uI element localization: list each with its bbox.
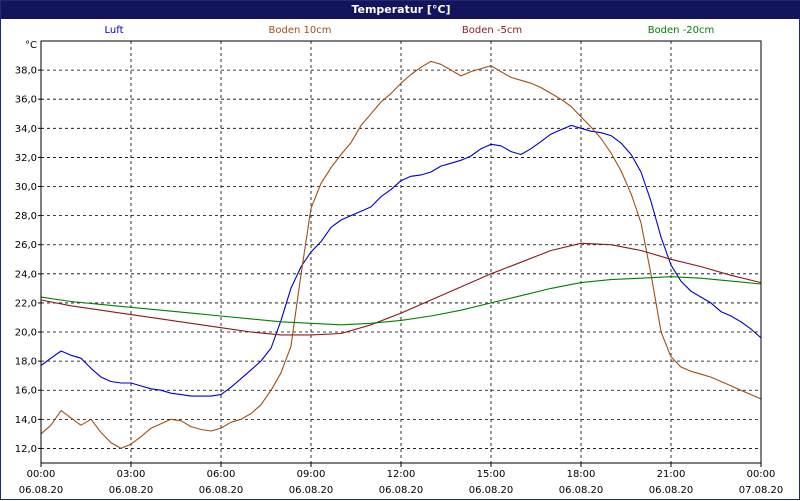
- legend-label: Boden -5cm: [462, 25, 522, 36]
- x-tick-time-label: 00:00: [747, 469, 776, 480]
- y-tick-label: 18,0: [15, 357, 37, 368]
- y-tick-label: 32,0: [15, 153, 37, 164]
- x-tick-date-label: 06.08.20: [289, 485, 334, 496]
- x-tick-time-label: 18:00: [567, 469, 596, 480]
- x-tick-date-label: 06.08.20: [199, 485, 244, 496]
- x-tick-time-label: 06:00: [207, 469, 236, 480]
- x-tick-time-label: 09:00: [297, 469, 326, 480]
- x-tick-time-label: 00:00: [27, 469, 56, 480]
- series-line: [40, 60, 762, 449]
- legend-label: Boden -20cm: [648, 25, 715, 36]
- series-line: [40, 124, 762, 397]
- y-tick-label: 22,0: [15, 298, 37, 309]
- y-tick-label: 38,0: [15, 66, 37, 77]
- y-tick-label: 12,0: [15, 444, 37, 455]
- series-line: [40, 276, 762, 326]
- x-tick-time-label: 12:00: [387, 469, 416, 480]
- y-tick-label: 14,0: [15, 415, 37, 426]
- y-tick-label: 20,0: [15, 328, 37, 339]
- grid: [41, 41, 761, 463]
- y-axis-unit-label: °C: [25, 40, 37, 51]
- legend-label: Luft: [105, 25, 124, 36]
- y-tick-label: 26,0: [15, 240, 37, 251]
- y-tick-label: 16,0: [15, 386, 37, 397]
- series-line: [40, 242, 762, 336]
- x-tick-date-label: 06.08.20: [649, 485, 694, 496]
- legend: Luft Boden 10cm Boden -5cm Boden -20cm: [105, 25, 715, 36]
- x-tick-date-label: 07.08.20: [739, 485, 784, 496]
- x-tick-time-label: 21:00: [657, 469, 686, 480]
- y-tick-label: 24,0: [15, 269, 37, 280]
- y-tick-label: 28,0: [15, 211, 37, 222]
- chart-title: Temperatur [°C]: [1, 1, 800, 19]
- x-tick-date-label: 06.08.20: [469, 485, 514, 496]
- legend-label: Boden 10cm: [269, 25, 332, 36]
- temperature-chart: Luft Boden 10cm Boden -5cm Boden -20cm 12,0…: [15, 25, 784, 496]
- x-tick-date-label: 06.08.20: [19, 485, 64, 496]
- x-tick-time-label: 03:00: [117, 469, 146, 480]
- x-tick-date-label: 06.08.20: [379, 485, 424, 496]
- axes: 12,0 14,0 16,0 18,0 20,0 22,0 24,0 26,0 28,0 30,0…: [15, 40, 784, 496]
- series-lines: [40, 60, 762, 449]
- y-tick-label: 36,0: [15, 95, 37, 106]
- x-tick-date-label: 06.08.20: [559, 485, 604, 496]
- x-tick-date-label: 06.08.20: [109, 485, 154, 496]
- x-tick-time-label: 15:00: [477, 469, 506, 480]
- y-tick-label: 30,0: [15, 182, 37, 193]
- y-tick-label: 34,0: [15, 124, 37, 135]
